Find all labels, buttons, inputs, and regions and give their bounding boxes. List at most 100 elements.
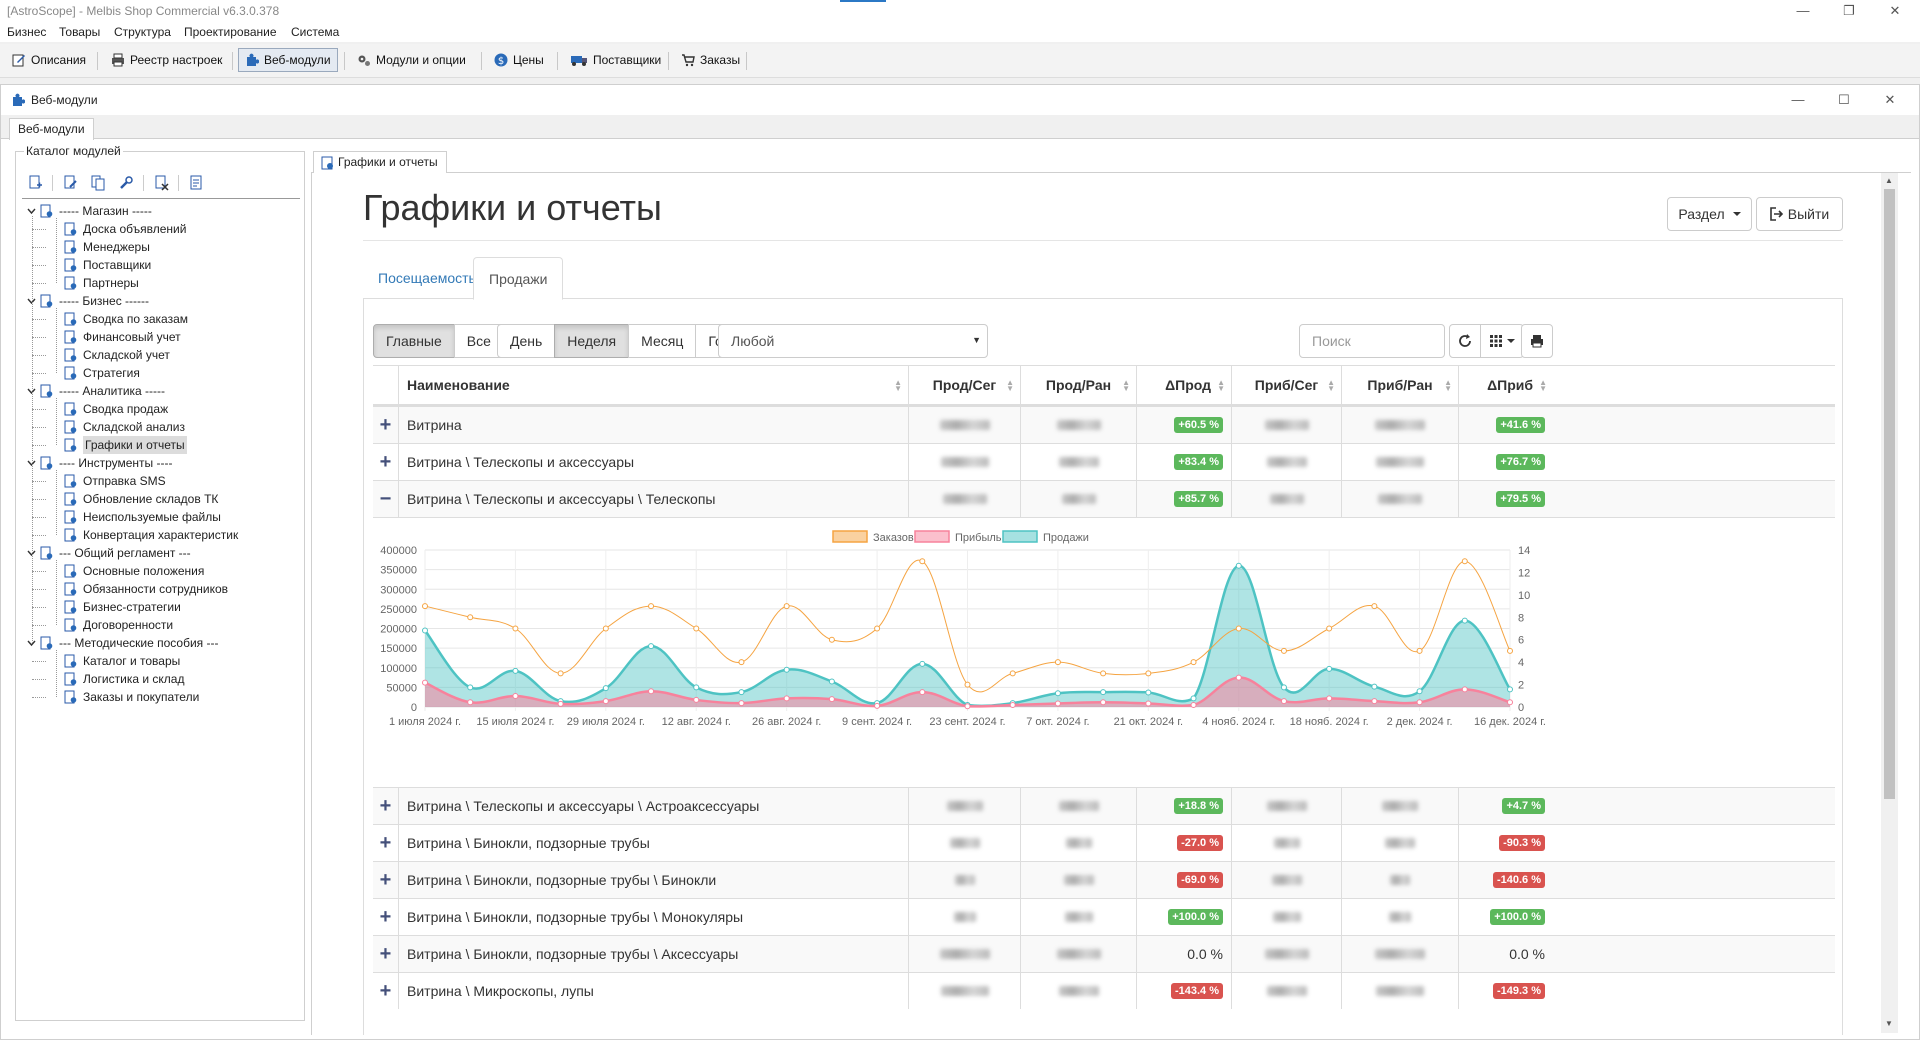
tab-sales[interactable]: Продажи xyxy=(473,257,564,300)
menu-business[interactable]: Бизнес xyxy=(7,25,47,39)
row-toggle[interactable]: + xyxy=(373,973,398,1009)
chevron-down-icon[interactable] xyxy=(27,639,36,648)
tree-item[interactable]: Основные положения xyxy=(22,562,300,580)
tab-charts-reports[interactable]: Графики и отчеты xyxy=(313,151,447,174)
tree-item[interactable]: Заказы и покупатели xyxy=(22,688,300,706)
scroll-thumb[interactable] xyxy=(1884,189,1895,799)
tree-item[interactable]: Отправка SMS xyxy=(22,472,300,490)
column-name[interactable]: Наименование ▲ ▼ xyxy=(398,366,908,404)
toolbar-modules-button[interactable]: Модули и опции xyxy=(350,48,473,72)
filter-all-button[interactable]: Все xyxy=(453,324,504,358)
filter-main-button[interactable]: Главные xyxy=(373,324,455,358)
scroll-up-icon[interactable]: ▲ xyxy=(1885,176,1893,185)
collapse-icon[interactable]: − xyxy=(379,487,392,510)
tree-item[interactable]: Стратегия xyxy=(22,364,300,382)
chevron-down-icon[interactable] xyxy=(27,549,36,558)
row-toggle[interactable]: + xyxy=(373,862,398,898)
tree-item[interactable]: Менеджеры xyxy=(22,238,300,256)
tree-group[interactable]: --- Общий регламент --- xyxy=(22,544,300,562)
row-toggle[interactable]: + xyxy=(373,899,398,935)
row-toggle[interactable]: + xyxy=(373,936,398,972)
row-toggle[interactable]: + xyxy=(373,407,398,443)
tree-item[interactable]: Складской анализ xyxy=(22,418,300,436)
chevron-down-icon[interactable] xyxy=(27,387,36,396)
expand-icon[interactable]: + xyxy=(379,905,392,928)
table-row[interactable]: + Витрина \ Микроскопы, лупы -143.4 % -149.… xyxy=(373,972,1835,1009)
tree-item[interactable]: Обязанности сотрудников xyxy=(22,580,300,598)
delete-module-button[interactable] xyxy=(150,173,172,193)
print-button[interactable] xyxy=(1521,324,1553,358)
table-row[interactable]: + Витрина \ Телескопы и аксессуары +83.4 %… xyxy=(373,443,1835,480)
tab-webmodules[interactable]: Веб-модули xyxy=(9,118,94,140)
table-row[interactable]: + Витрина \ Бинокли, подзорные трубы -27.0… xyxy=(373,824,1835,861)
menu-structure[interactable]: Структура xyxy=(114,25,171,39)
tree-item[interactable]: Доска объявлений xyxy=(22,220,300,238)
close-icon[interactable]: ✕ xyxy=(1884,92,1896,107)
period-week-button[interactable]: Неделя xyxy=(554,324,630,358)
column-profit-delta[interactable]: ΔПриб ▲ ▼ xyxy=(1458,366,1553,404)
tree-item[interactable]: Договоренности xyxy=(22,616,300,634)
column-sales-delta[interactable]: ΔПрод ▲ ▼ xyxy=(1136,366,1231,404)
menu-design[interactable]: Проектирование xyxy=(184,25,277,39)
toolbar-prices-button[interactable]: $ Цены xyxy=(487,48,551,72)
minimize-icon[interactable]: — xyxy=(1791,92,1805,107)
vertical-scrollbar[interactable]: ▲ ▼ xyxy=(1881,173,1898,1033)
minimize-icon[interactable]: — xyxy=(1796,3,1810,18)
tree-item[interactable]: Складской учет xyxy=(22,346,300,364)
table-row[interactable]: − Витрина \ Телескопы и аксессуары \ Теле… xyxy=(373,480,1835,517)
restore-icon[interactable]: ❐ xyxy=(1843,3,1855,18)
tree-item[interactable]: Неиспользуемые файлы xyxy=(22,508,300,526)
expand-icon[interactable]: + xyxy=(379,831,392,854)
tree-item[interactable]: Сводка по заказам xyxy=(22,310,300,328)
menu-goods[interactable]: Товары xyxy=(59,25,101,39)
edit-module-button[interactable] xyxy=(59,173,81,193)
column-sales-prev[interactable]: Прод/Ран ▲ ▼ xyxy=(1020,366,1136,404)
expand-icon[interactable]: + xyxy=(379,413,392,436)
table-row[interactable]: + Витрина +60.5 % +41.6 % xyxy=(373,406,1835,443)
exit-button[interactable]: Выйти xyxy=(1756,197,1843,231)
tree-item[interactable]: Поставщики xyxy=(22,256,300,274)
toolbar-orders-button[interactable]: Заказы xyxy=(674,48,747,72)
refresh-button[interactable] xyxy=(1449,324,1481,358)
section-dropdown-button[interactable]: Раздел xyxy=(1667,197,1752,231)
tree-item[interactable]: Графики и отчеты xyxy=(22,436,300,454)
tree-item[interactable]: Конвертация характеристик xyxy=(22,526,300,544)
tree-group[interactable]: ----- Магазин ----- xyxy=(22,202,300,220)
toolbar-registry-button[interactable]: Реестр настроек xyxy=(104,48,229,72)
expand-icon[interactable]: + xyxy=(379,868,392,891)
chevron-down-icon[interactable] xyxy=(27,459,36,468)
toolbar-descriptions-button[interactable]: Описания xyxy=(5,48,93,72)
tree-item[interactable]: Каталог и товары xyxy=(22,652,300,670)
tree-item[interactable]: Партнеры xyxy=(22,274,300,292)
columns-button[interactable] xyxy=(1480,324,1524,358)
search-input[interactable]: Поиск xyxy=(1299,324,1445,358)
row-toggle[interactable]: + xyxy=(373,825,398,861)
chevron-down-icon[interactable] xyxy=(27,207,36,216)
tree-group[interactable]: ---- Инструменты ---- xyxy=(22,454,300,472)
tree-item[interactable]: Логистика и склад xyxy=(22,670,300,688)
column-sales-seg[interactable]: Прод/Сег ▲ ▼ xyxy=(908,366,1020,404)
period-month-button[interactable]: Месяц xyxy=(628,324,697,358)
tree-item[interactable]: Обновление складов ТК xyxy=(22,490,300,508)
tab-attendance[interactable]: Посещаемость xyxy=(378,270,476,286)
table-row[interactable]: + Витрина \ Телескопы и аксессуары \ Астр… xyxy=(373,787,1835,824)
column-profit-seg[interactable]: Приб/Сег ▲ ▼ xyxy=(1231,366,1341,404)
scroll-down-icon[interactable]: ▼ xyxy=(1885,1019,1893,1028)
maximize-icon[interactable]: ☐ xyxy=(1838,92,1850,107)
tree-item[interactable]: Бизнес-стратегии xyxy=(22,598,300,616)
close-icon[interactable]: ✕ xyxy=(1889,3,1901,18)
tree-group[interactable]: --- Методические пособия --- xyxy=(22,634,300,652)
row-toggle[interactable]: − xyxy=(373,481,398,517)
expand-icon[interactable]: + xyxy=(379,979,392,1002)
add-module-button[interactable] xyxy=(24,173,46,193)
row-toggle[interactable]: + xyxy=(373,444,398,480)
tree-group[interactable]: ----- Бизнес ------ xyxy=(22,292,300,310)
toolbar-webmodules-button[interactable]: Веб-модули xyxy=(238,48,338,72)
column-profit-prev[interactable]: Приб/Ран ▲ ▼ xyxy=(1341,366,1458,404)
copy-module-button[interactable] xyxy=(87,173,109,193)
expand-icon[interactable]: + xyxy=(379,942,392,965)
expand-icon[interactable]: + xyxy=(379,450,392,473)
menu-system[interactable]: Система xyxy=(291,25,340,39)
period-day-button[interactable]: День xyxy=(497,324,556,358)
table-row[interactable]: + Витрина \ Бинокли, подзорные трубы \ Би… xyxy=(373,861,1835,898)
